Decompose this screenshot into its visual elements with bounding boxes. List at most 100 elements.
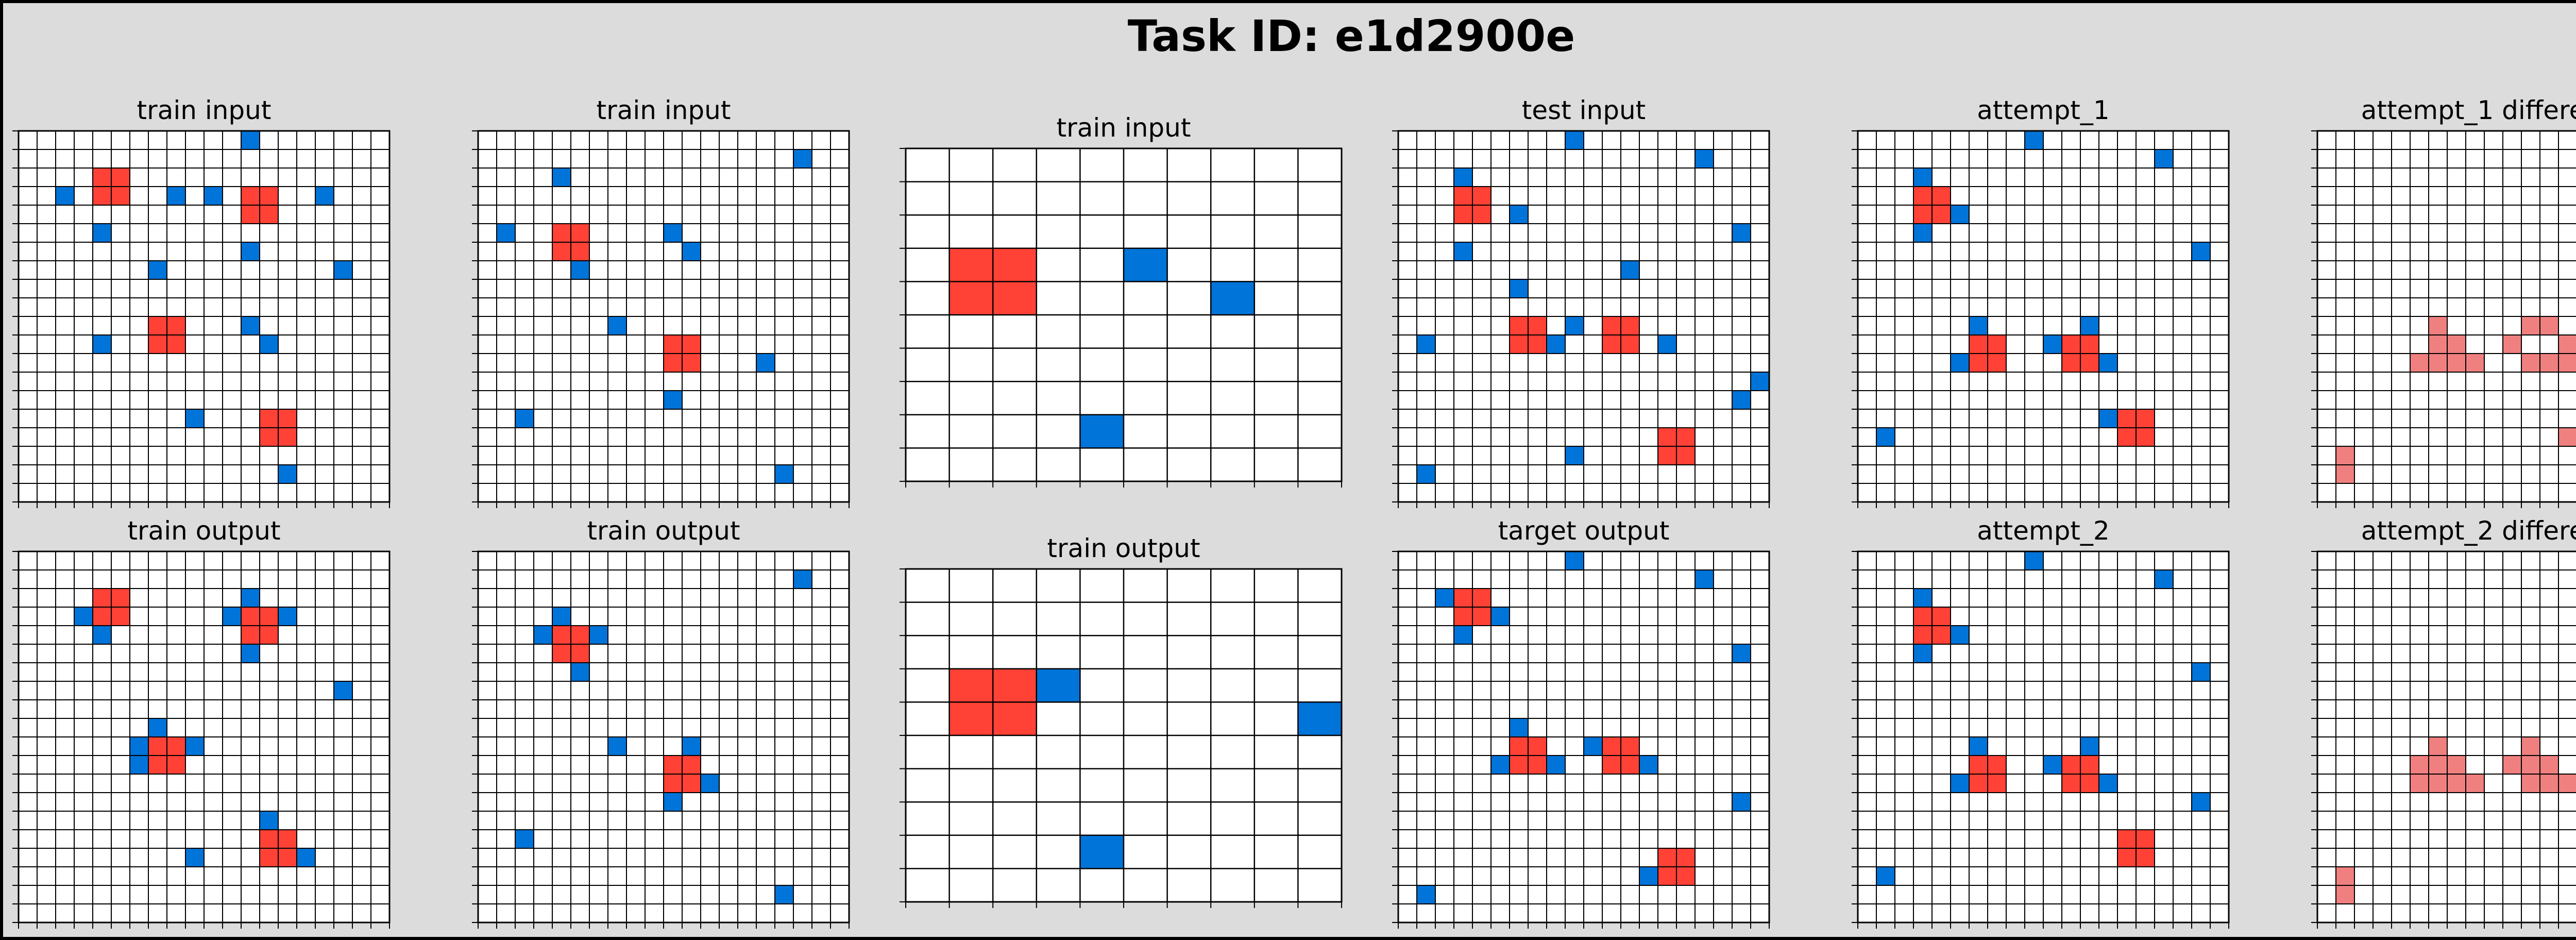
- diff-cell: [2429, 737, 2447, 756]
- panel-title: train output: [1047, 533, 1200, 563]
- blue-cell: [1124, 248, 1167, 282]
- panel-title: train output: [587, 516, 740, 546]
- red-cell: [111, 589, 130, 607]
- red-cell: [571, 224, 589, 242]
- diff-cell: [2429, 774, 2447, 793]
- diff-cell: [2521, 316, 2540, 335]
- blue-cell: [515, 830, 534, 848]
- red-cell: [2062, 335, 2080, 354]
- grid-train-output-1: [12, 550, 391, 929]
- red-cell: [1621, 316, 1639, 335]
- blue-cell: [204, 187, 223, 205]
- red-cell: [2117, 409, 2136, 428]
- red-cell: [1510, 335, 1528, 354]
- red-cell: [2117, 428, 2136, 446]
- red-cell: [949, 248, 993, 282]
- blue-cell: [223, 607, 241, 626]
- blue-cell: [241, 242, 260, 261]
- red-cell: [664, 774, 682, 793]
- blue-cell: [1298, 702, 1342, 735]
- red-cell: [1988, 354, 2006, 372]
- grid-attempt-2: [1852, 550, 2230, 929]
- grid-train-input-1: [12, 130, 391, 508]
- blue-cell: [775, 465, 793, 483]
- red-cell: [111, 168, 130, 187]
- blue-cell: [1547, 756, 1565, 774]
- red-cell: [682, 354, 701, 372]
- red-cell: [1658, 446, 1676, 465]
- blue-cell: [1639, 867, 1658, 885]
- blue-cell: [1621, 261, 1639, 279]
- blue-cell: [1913, 224, 1932, 242]
- blue-cell: [1565, 316, 1584, 335]
- diff-cell: [2466, 774, 2484, 793]
- blue-cell: [2025, 131, 2043, 149]
- diff-cell: [2521, 756, 2540, 774]
- red-cell: [682, 335, 701, 354]
- red-cell: [1528, 756, 1547, 774]
- blue-cell: [1454, 242, 1472, 261]
- blue-cell: [1969, 737, 1988, 756]
- blue-cell: [241, 589, 260, 607]
- red-cell: [2080, 774, 2099, 793]
- blue-cell: [2080, 316, 2099, 335]
- blue-cell: [1951, 774, 1969, 793]
- diff-cell: [2521, 354, 2540, 372]
- grid-border: [905, 147, 1343, 482]
- blue-cell: [608, 737, 626, 756]
- red-cell: [2117, 848, 2136, 867]
- blue-cell: [664, 793, 682, 811]
- red-cell: [2062, 774, 2080, 793]
- grid-train-input-3: [900, 147, 1343, 488]
- red-cell: [1676, 446, 1695, 465]
- diff-cell: [2558, 335, 2576, 354]
- red-cell: [1510, 316, 1528, 335]
- blue-cell: [185, 737, 204, 756]
- grid-border: [2316, 130, 2576, 503]
- red-cell: [1602, 756, 1621, 774]
- red-cell: [111, 607, 130, 626]
- blue-cell: [571, 261, 589, 279]
- blue-cell: [278, 465, 297, 483]
- red-cell: [1621, 335, 1639, 354]
- red-cell: [260, 830, 278, 848]
- red-cell: [993, 281, 1037, 315]
- red-cell: [260, 205, 278, 224]
- red-cell: [148, 756, 167, 774]
- grid-border: [2316, 550, 2576, 924]
- red-cell: [148, 737, 167, 756]
- red-cell: [1988, 774, 2006, 793]
- red-cell: [2062, 756, 2080, 774]
- blue-cell: [682, 737, 701, 756]
- diff-cell: [2336, 885, 2354, 904]
- blue-cell: [1417, 465, 1435, 483]
- blue-cell: [130, 737, 148, 756]
- blue-cell: [1695, 570, 1714, 589]
- blue-cell: [297, 848, 315, 867]
- red-cell: [1913, 626, 1932, 644]
- blue-cell: [1876, 428, 1895, 446]
- red-cell: [2136, 848, 2155, 867]
- red-cell: [93, 607, 111, 626]
- blue-cell: [1732, 793, 1751, 811]
- blue-cell: [1951, 626, 1969, 644]
- blue-cell: [571, 663, 589, 681]
- blue-cell: [664, 391, 682, 409]
- diff-cell: [2429, 756, 2447, 774]
- blue-cell: [1435, 589, 1454, 607]
- red-cell: [993, 702, 1037, 735]
- blue-cell: [1732, 644, 1751, 663]
- red-cell: [993, 248, 1037, 282]
- red-cell: [241, 205, 260, 224]
- blue-cell: [74, 607, 93, 626]
- blue-cell: [1510, 718, 1528, 737]
- blue-cell: [167, 187, 185, 205]
- blue-cell: [2192, 242, 2210, 261]
- blue-cell: [1913, 644, 1932, 663]
- red-cell: [1528, 335, 1547, 354]
- blue-cell: [1951, 205, 1969, 224]
- diff-cell: [2429, 354, 2447, 372]
- blue-cell: [1491, 607, 1510, 626]
- blue-cell: [1565, 551, 1584, 570]
- blue-cell: [1732, 391, 1751, 409]
